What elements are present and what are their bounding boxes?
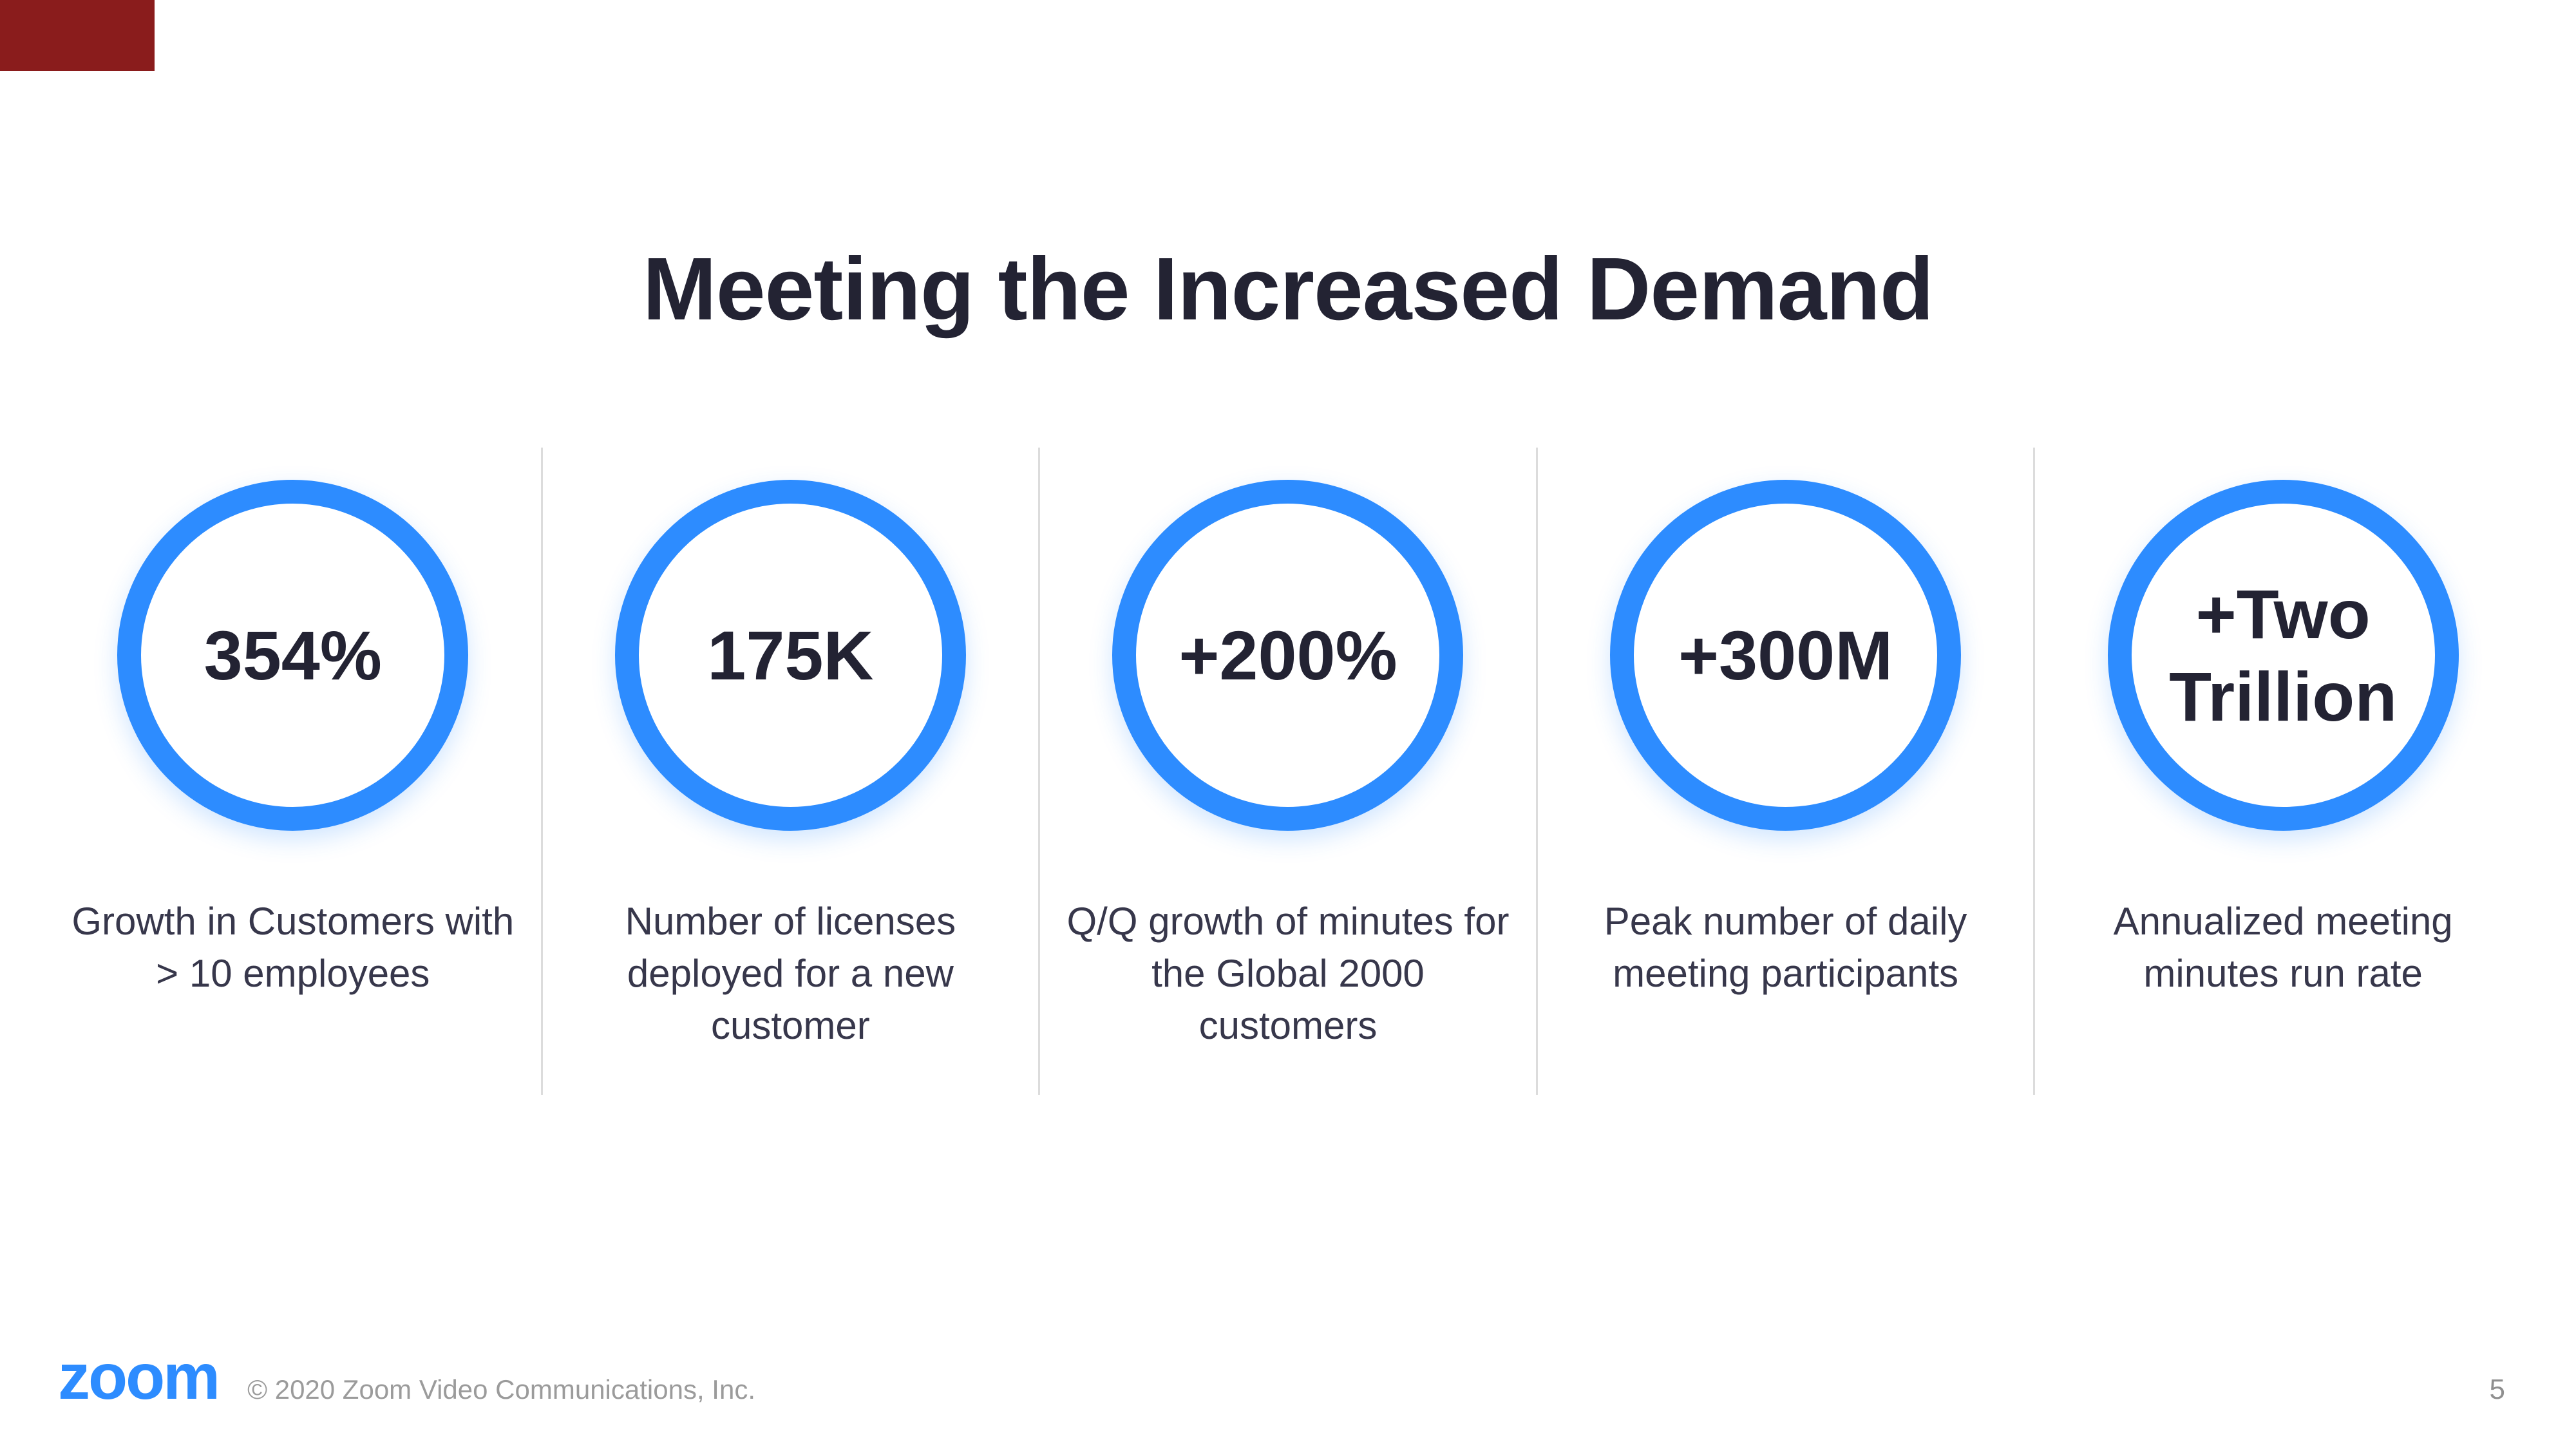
stat-value: +300M [1678,616,1893,694]
stat-column-minutes-growth: +200% Q/Q growth of minutes for the Glob… [1040,448,1536,1052]
stat-column-licenses: 175K Number of licenses deployed for a n… [543,448,1039,1052]
column-divider [1038,448,1041,1095]
stat-column-run-rate: +Two Trillion Annualized meeting minutes… [2035,448,2531,999]
column-divider [540,448,543,1095]
stat-circle: 175K [614,480,966,831]
stat-caption: Annualized meeting minutes run rate [2113,900,2453,995]
slide-title: Meeting the Increased Demand [642,240,1934,339]
stat-caption: Q/Q growth of minutes for the Global 200… [1066,900,1510,1047]
stat-circle: +Two Trillion [2107,480,2459,831]
column-divider [2033,448,2036,1095]
stat-caption: Number of licenses deployed for a new cu… [625,900,956,1047]
zoom-logo: zoom [58,1341,220,1413]
stat-value: +200% [1179,616,1397,694]
corner-red-block [0,0,155,71]
column-divider [1535,448,1538,1095]
stat-column-growth-customers: 354% Growth in Customers with > 10 emplo… [45,448,541,999]
stat-caption: Peak number of daily meeting participant… [1604,900,1967,995]
stat-value: 354% [204,616,382,694]
stats-row: 354% Growth in Customers with > 10 emplo… [45,448,2531,1095]
slide-footer: zoom © 2020 Zoom Video Communications, I… [58,1345,2505,1409]
page-number: 5 [2489,1374,2505,1405]
stat-circle: +200% [1112,480,1464,831]
copyright-text: © 2020 Zoom Video Communications, Inc. [247,1374,755,1405]
stat-column-participants: +300M Peak number of daily meeting parti… [1538,448,2034,999]
stat-caption: Growth in Customers with > 10 employees [71,900,515,995]
stat-value: 175K [707,616,874,694]
stat-circle: +300M [1610,480,1962,831]
stat-value: +Two Trillion [2169,575,2398,735]
stat-circle: 354% [117,480,469,831]
